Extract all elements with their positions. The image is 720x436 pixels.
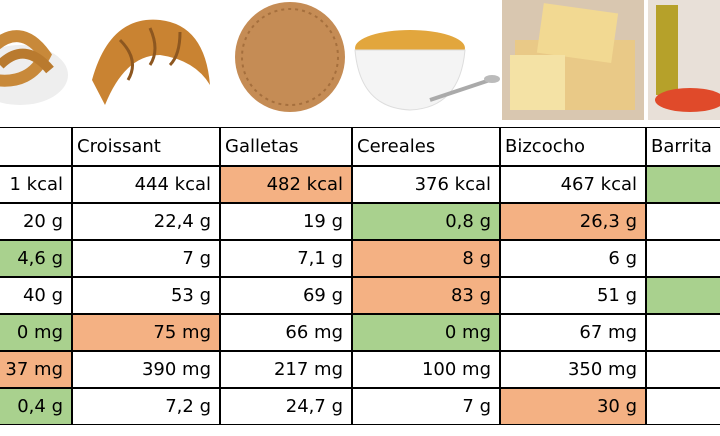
food-images bbox=[0, 0, 720, 120]
value-cell bbox=[646, 277, 720, 314]
column-header: os bbox=[0, 127, 72, 166]
galleta-image bbox=[235, 2, 345, 112]
value-cell: 7 g bbox=[72, 240, 220, 277]
value-cell: 7,2 g bbox=[72, 388, 220, 425]
value-cell bbox=[646, 388, 720, 425]
value-cell: 0 mg bbox=[0, 314, 72, 351]
value-cell: 0,4 g bbox=[0, 388, 72, 425]
value-cell: 26,3 g bbox=[500, 203, 646, 240]
value-cell: 8 g bbox=[352, 240, 500, 277]
column-header: Galletas bbox=[220, 127, 352, 166]
value-cell: 467 kcal bbox=[500, 166, 646, 203]
column-header: Bizcocho bbox=[500, 127, 646, 166]
bizcocho-image bbox=[502, 0, 644, 120]
value-cell bbox=[646, 240, 720, 277]
value-cell: 390 mg bbox=[72, 351, 220, 388]
value-cell: 482 kcal bbox=[220, 166, 352, 203]
value-cell: 376 kcal bbox=[352, 166, 500, 203]
value-cell: 51 g bbox=[500, 277, 646, 314]
value-cell: 20 g bbox=[0, 203, 72, 240]
value-cell bbox=[646, 314, 720, 351]
churros-image bbox=[0, 30, 68, 105]
value-cell: 4,6 g bbox=[0, 240, 72, 277]
value-cell: 6 g bbox=[500, 240, 646, 277]
value-cell: 24,7 g bbox=[220, 388, 352, 425]
value-cell: 0,8 g bbox=[352, 203, 500, 240]
value-cell bbox=[646, 203, 720, 240]
value-cell: 30 g bbox=[500, 388, 646, 425]
cereal-bowl-image bbox=[354, 30, 500, 111]
value-cell: 83 g bbox=[352, 277, 500, 314]
barrita-image bbox=[648, 0, 720, 120]
value-cell: 0 mg bbox=[352, 314, 500, 351]
value-cell: 40 g bbox=[0, 277, 72, 314]
value-cell: 69 g bbox=[220, 277, 352, 314]
value-cell bbox=[646, 351, 720, 388]
column-header: Croissant bbox=[72, 127, 220, 166]
value-cell: 22,4 g bbox=[72, 203, 220, 240]
value-cell: 75 mg bbox=[72, 314, 220, 351]
value-cell: 67 mg bbox=[500, 314, 646, 351]
value-cell: 7,1 g bbox=[220, 240, 352, 277]
value-cell: 7 g bbox=[352, 388, 500, 425]
value-cell: 19 g bbox=[220, 203, 352, 240]
value-cell: 37 mg bbox=[0, 351, 72, 388]
value-cell: 1 kcal bbox=[0, 166, 72, 203]
value-cell: 66 mg bbox=[220, 314, 352, 351]
column-header: Barrita bbox=[646, 127, 720, 166]
value-cell: 350 mg bbox=[500, 351, 646, 388]
column-header: Cereales bbox=[352, 127, 500, 166]
value-cell: 100 mg bbox=[352, 351, 500, 388]
croissant-image bbox=[92, 19, 210, 105]
value-cell: 444 kcal bbox=[72, 166, 220, 203]
value-cell: 53 g bbox=[72, 277, 220, 314]
value-cell: 217 mg bbox=[220, 351, 352, 388]
value-cell: 2 bbox=[646, 166, 720, 203]
